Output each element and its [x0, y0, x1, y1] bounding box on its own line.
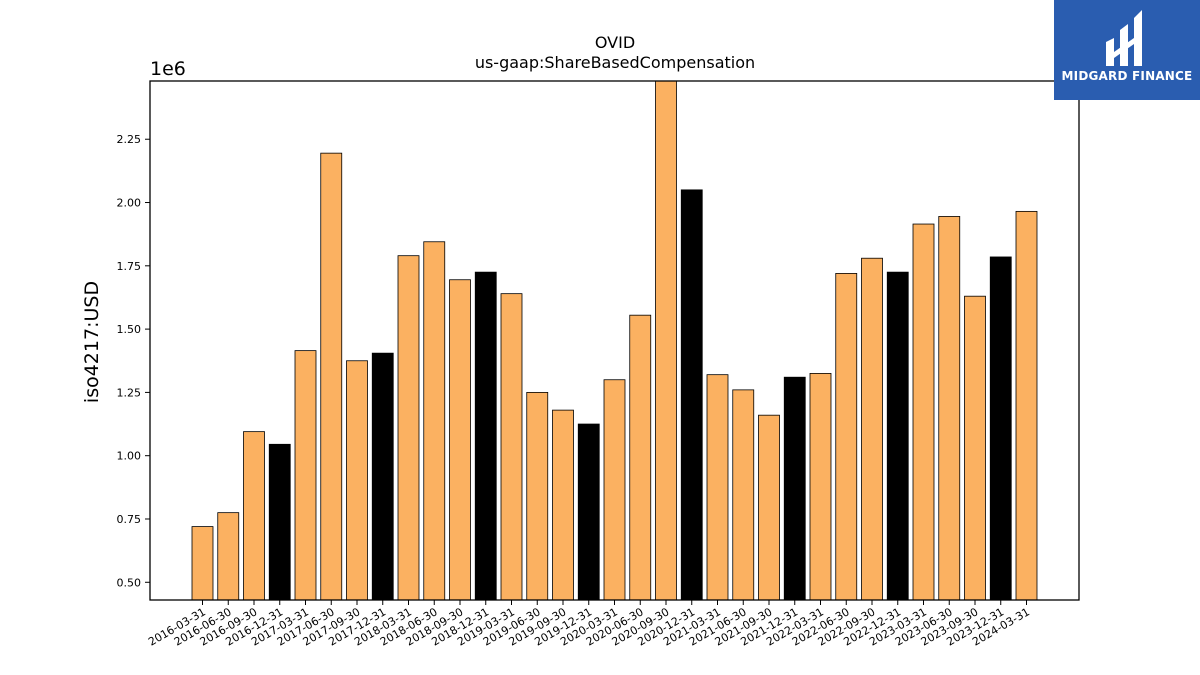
logo-mark-icon [1106, 10, 1142, 66]
bar [655, 80, 677, 601]
y-tick-label: 1.75 [117, 260, 142, 273]
bar [449, 279, 471, 601]
bar [758, 414, 780, 601]
chart-subtitle: us-gaap:ShareBasedCompensation [475, 53, 755, 72]
bar [217, 512, 240, 601]
bar [423, 241, 446, 601]
bar [989, 256, 1012, 601]
bar [526, 391, 549, 601]
bar [964, 295, 986, 601]
bar [809, 373, 832, 601]
y-axis-ticks: 0.50 0.75 1.00 1.25 1.50 1.75 2.00 2.25 [117, 133, 150, 589]
bar [1015, 210, 1038, 601]
brand-logo: MIDGARD FINANCE [1054, 0, 1200, 100]
bar [886, 271, 909, 601]
bar [397, 255, 420, 601]
bars-group [191, 80, 1038, 601]
bar [680, 189, 703, 601]
bar [938, 216, 961, 601]
plot-frame [149, 80, 1080, 601]
bar [320, 152, 343, 601]
y-tick-label: 1.50 [117, 323, 142, 336]
bar [500, 293, 523, 601]
bar [577, 423, 600, 601]
logo-text: MIDGARD FINANCE [1061, 69, 1193, 83]
bar [912, 223, 935, 601]
bar [371, 352, 394, 601]
y-tick-label: 0.75 [117, 513, 142, 526]
bar [861, 257, 883, 601]
bar [268, 443, 291, 601]
bar [835, 273, 858, 601]
bar [191, 526, 214, 601]
y-tick-label: 1.25 [117, 386, 142, 399]
y-tick-label: 2.25 [117, 133, 142, 146]
bar [346, 360, 368, 601]
bar [603, 379, 626, 601]
bar [783, 376, 806, 601]
bar [706, 374, 729, 601]
y-tick-label: 1.00 [117, 450, 142, 463]
bar [294, 350, 317, 601]
y-axis-label: iso4217:USD [81, 281, 103, 403]
bar [243, 431, 265, 601]
bar [474, 271, 497, 601]
y-axis-multiplier: 1e6 [150, 58, 186, 80]
chart-title: OVID [595, 33, 635, 52]
y-tick-label: 0.50 [117, 576, 142, 589]
bar [732, 389, 755, 601]
y-tick-label: 2.00 [117, 197, 142, 210]
bar [629, 314, 652, 601]
x-axis-ticks: 2016-03-312016-06-302016-09-302016-12-31… [146, 600, 1032, 649]
bar [552, 409, 574, 601]
